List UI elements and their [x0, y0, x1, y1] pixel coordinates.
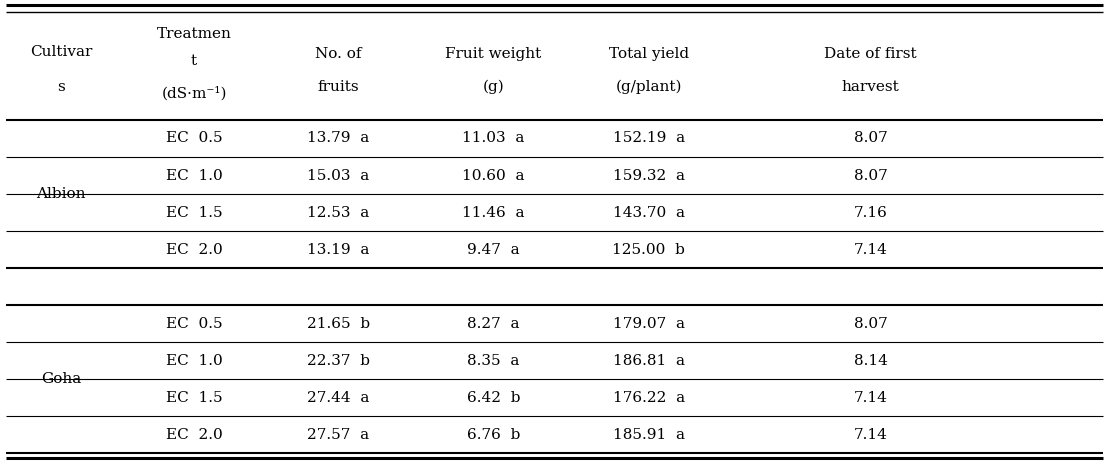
Text: Goha: Goha: [41, 372, 81, 386]
Text: EC  1.0: EC 1.0: [165, 169, 223, 183]
Text: 186.81  a: 186.81 a: [613, 354, 684, 367]
Text: Cultivar: Cultivar: [30, 45, 92, 59]
Text: 13.79  a: 13.79 a: [307, 131, 369, 146]
Text: 152.19  a: 152.19 a: [612, 131, 685, 146]
Text: 8.07: 8.07: [854, 317, 887, 331]
Text: Treatmen: Treatmen: [156, 27, 232, 41]
Text: harvest: harvest: [842, 80, 899, 94]
Text: 7.16: 7.16: [854, 206, 887, 219]
Text: s: s: [58, 80, 64, 94]
Text: EC  2.0: EC 2.0: [165, 427, 223, 442]
Text: 15.03  a: 15.03 a: [307, 169, 369, 183]
Text: 22.37  b: 22.37 b: [307, 354, 369, 367]
Text: 7.14: 7.14: [854, 390, 887, 404]
Text: EC  2.0: EC 2.0: [165, 242, 223, 256]
Text: 143.70  a: 143.70 a: [613, 206, 684, 219]
Text: EC  1.0: EC 1.0: [165, 354, 223, 367]
Text: 8.27  a: 8.27 a: [467, 317, 520, 331]
Text: t: t: [191, 54, 197, 68]
Text: Fruit weight: Fruit weight: [446, 47, 541, 61]
Text: 7.14: 7.14: [854, 427, 887, 442]
Text: 125.00  b: 125.00 b: [612, 242, 685, 256]
Text: 9.47  a: 9.47 a: [467, 242, 520, 256]
Text: (g): (g): [482, 80, 505, 94]
Text: 8.07: 8.07: [854, 131, 887, 146]
Text: 8.07: 8.07: [854, 169, 887, 183]
Text: Date of first: Date of first: [824, 47, 917, 61]
Text: 6.76  b: 6.76 b: [467, 427, 520, 442]
Text: EC  1.5: EC 1.5: [165, 206, 223, 219]
Text: 7.14: 7.14: [854, 242, 887, 256]
Text: 27.44  a: 27.44 a: [307, 390, 369, 404]
Text: fruits: fruits: [317, 80, 359, 94]
Text: (dS·m⁻¹): (dS·m⁻¹): [161, 87, 227, 101]
Text: EC  1.5: EC 1.5: [165, 390, 223, 404]
Text: (g/plant): (g/plant): [615, 80, 682, 94]
Text: 179.07  a: 179.07 a: [613, 317, 684, 331]
Text: 27.57  a: 27.57 a: [307, 427, 369, 442]
Text: 6.42  b: 6.42 b: [467, 390, 520, 404]
Text: 21.65  b: 21.65 b: [307, 317, 369, 331]
Text: Total yield: Total yield: [609, 47, 689, 61]
Text: 176.22  a: 176.22 a: [612, 390, 685, 404]
Text: 185.91  a: 185.91 a: [613, 427, 684, 442]
Text: EC  0.5: EC 0.5: [165, 317, 223, 331]
Text: 13.19  a: 13.19 a: [307, 242, 369, 256]
Text: No. of: No. of: [315, 47, 362, 61]
Text: EC  0.5: EC 0.5: [165, 131, 223, 146]
Text: 159.32  a: 159.32 a: [613, 169, 684, 183]
Text: 8.35  a: 8.35 a: [467, 354, 520, 367]
Text: 11.03  a: 11.03 a: [462, 131, 525, 146]
Text: 11.46  a: 11.46 a: [462, 206, 525, 219]
Text: 10.60  a: 10.60 a: [462, 169, 525, 183]
Text: 8.14: 8.14: [854, 354, 887, 367]
Text: Albion: Albion: [37, 187, 85, 201]
Text: 12.53  a: 12.53 a: [307, 206, 369, 219]
